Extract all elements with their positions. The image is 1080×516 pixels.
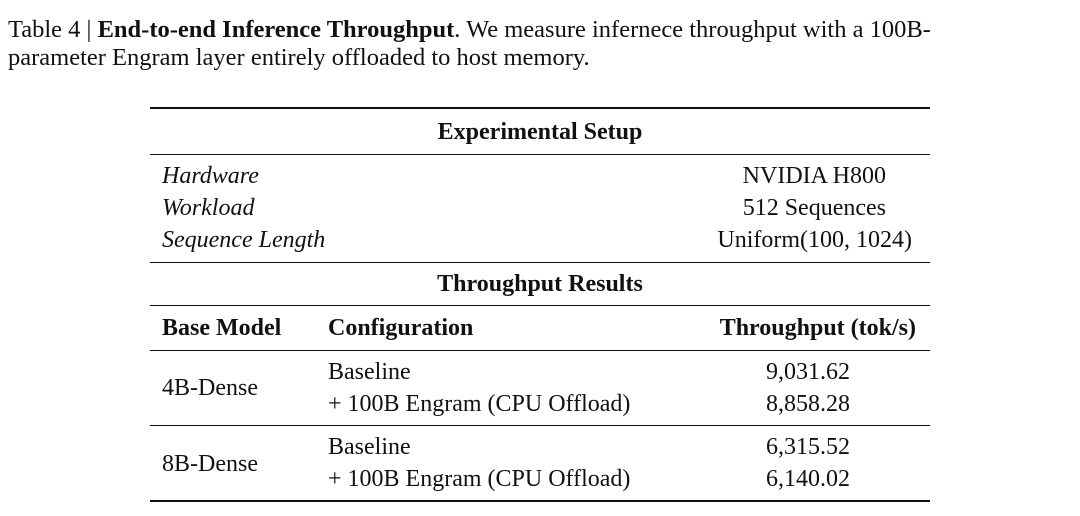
setup-heading: Experimental Setup [437,119,643,145]
rule [150,350,930,351]
config-cell: + 100B Engram (CPU Offload) [328,466,631,492]
config-cell: + 100B Engram (CPU Offload) [328,391,631,417]
caption-label: Table 4 | [8,16,92,43]
rule [150,262,930,263]
setup-value: Uniform(100, 1024) [717,227,912,253]
column-header-configuration: Configuration [328,315,474,341]
config-cell: Baseline [328,434,411,460]
caption-title: End-to-end Inference Throughput [97,16,455,43]
column-header-throughput: Throughput (tok/s) [719,315,916,341]
throughput-cell: 6,140.02 [766,466,850,492]
results-heading: Throughput Results [437,271,643,297]
throughput-cell: 9,031.62 [766,359,850,385]
setup-value: 512 Sequences [742,195,886,221]
rule [150,154,930,155]
setup-value: NVIDIA H800 [742,163,886,189]
table-caption-line1: Table 4 | End-to-end Inference Throughpu… [8,16,931,44]
throughput-cell: 8,858.28 [766,391,850,417]
column-header-base-model: Base Model [162,315,282,341]
base-model-cell: 4B-Dense [162,375,258,401]
config-cell: Baseline [328,359,411,385]
table-caption-line2: parameter Engram layer entirely offloade… [8,44,590,71]
setup-label: Sequence Length [162,227,326,253]
rule [150,305,930,306]
rule [150,425,930,426]
bottom-rule [150,500,930,502]
top-rule [150,107,930,109]
caption-text: . We measure infernece throughput with a… [454,16,931,43]
setup-label: Workload [162,195,255,221]
base-model-cell: 8B-Dense [162,451,258,477]
throughput-cell: 6,315.52 [766,434,850,460]
setup-label: Hardware [162,163,259,189]
